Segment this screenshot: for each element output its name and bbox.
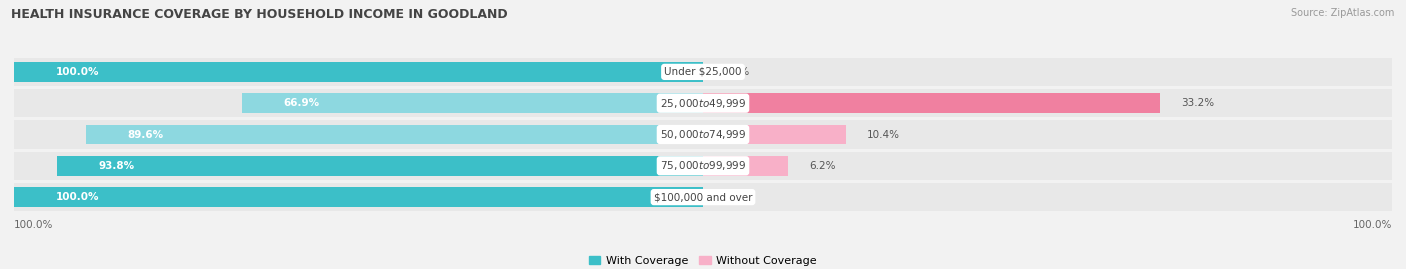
Bar	[703, 94, 1160, 113]
Text: 66.9%: 66.9%	[284, 98, 319, 108]
Text: 100.0%: 100.0%	[14, 220, 53, 230]
Bar	[14, 89, 1392, 117]
Text: 89.6%: 89.6%	[127, 129, 163, 140]
Text: 100.0%: 100.0%	[55, 67, 98, 77]
Bar	[14, 187, 703, 207]
Text: 33.2%: 33.2%	[1181, 98, 1215, 108]
Text: $75,000 to $99,999: $75,000 to $99,999	[659, 159, 747, 172]
Bar	[14, 121, 1392, 148]
Text: 100.0%: 100.0%	[1353, 220, 1392, 230]
Text: 93.8%: 93.8%	[98, 161, 134, 171]
Text: Source: ZipAtlas.com: Source: ZipAtlas.com	[1291, 8, 1395, 18]
Text: $25,000 to $49,999: $25,000 to $49,999	[659, 97, 747, 110]
Text: Under $25,000: Under $25,000	[664, 67, 742, 77]
Bar	[14, 152, 1392, 180]
Bar	[703, 125, 846, 144]
Text: 10.4%: 10.4%	[868, 129, 900, 140]
Text: 0.0%: 0.0%	[724, 192, 749, 202]
Text: $100,000 and over: $100,000 and over	[654, 192, 752, 202]
Bar	[703, 156, 789, 175]
Bar	[242, 94, 703, 113]
Text: HEALTH INSURANCE COVERAGE BY HOUSEHOLD INCOME IN GOODLAND: HEALTH INSURANCE COVERAGE BY HOUSEHOLD I…	[11, 8, 508, 21]
Text: $50,000 to $74,999: $50,000 to $74,999	[659, 128, 747, 141]
Bar	[14, 62, 703, 82]
Bar	[56, 156, 703, 175]
Legend: With Coverage, Without Coverage: With Coverage, Without Coverage	[585, 251, 821, 269]
Bar	[86, 125, 703, 144]
Text: 100.0%: 100.0%	[55, 192, 98, 202]
Bar	[14, 58, 1392, 86]
Text: 6.2%: 6.2%	[808, 161, 835, 171]
Bar	[14, 183, 1392, 211]
Text: 0.0%: 0.0%	[724, 67, 749, 77]
